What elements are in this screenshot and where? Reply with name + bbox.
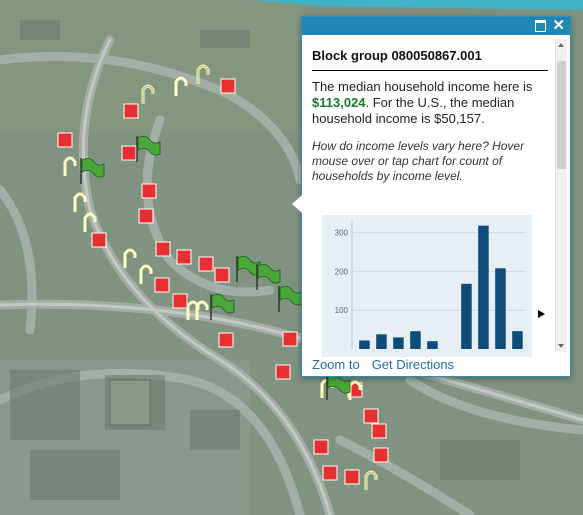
popup-titlebar: ✕: [302, 17, 570, 35]
next-chart-arrow-icon[interactable]: [538, 310, 545, 318]
chart-bar-3[interactable]: [393, 337, 404, 349]
popup-pointer: [292, 195, 302, 213]
get-directions-link[interactable]: Get Directions: [371, 357, 455, 372]
chart-bar-2[interactable]: [376, 334, 387, 349]
chart-bar-10[interactable]: [512, 331, 523, 349]
chart-y-tick-label: 100: [335, 306, 349, 315]
scroll-up-icon[interactable]: [558, 43, 564, 47]
info-popup: ✕ Block group 080050867.001 The median h…: [292, 16, 571, 377]
chart-y-tick-label: 300: [335, 229, 349, 238]
popup-actions: Zoom to Get Directions: [312, 357, 466, 372]
chart-bar-8[interactable]: [478, 225, 489, 349]
uturn-markers-outline: [142, 65, 377, 490]
chart-hint: How do income levels vary here? Hover mo…: [312, 139, 525, 183]
chart-bar-9[interactable]: [495, 268, 506, 349]
income-prefix: The median household income here is: [312, 79, 533, 94]
chart-bar-5[interactable]: [427, 341, 438, 349]
scroll-thumb[interactable]: [557, 61, 566, 169]
scroll-down-icon[interactable]: [558, 344, 564, 348]
maximize-icon[interactable]: [535, 20, 546, 32]
popup-content: Block group 080050867.001 The median hou…: [312, 45, 548, 357]
chart-bar-1[interactable]: [359, 340, 370, 350]
chart-bar-4[interactable]: [410, 331, 421, 349]
close-icon[interactable]: ✕: [552, 17, 565, 34]
income-text: The median household income here is $113…: [312, 79, 548, 127]
income-chart[interactable]: 100 200 300: [322, 215, 532, 357]
popup-scrollbar[interactable]: [555, 39, 567, 352]
chart-y-tick-label: 200: [335, 267, 349, 276]
income-suffix: . For the U.S., the median household inc…: [312, 95, 515, 126]
chart-bar-7[interactable]: [461, 283, 472, 349]
income-chart-svg[interactable]: 100 200 300: [322, 215, 532, 357]
zoom-to-link[interactable]: Zoom to: [312, 357, 360, 372]
square-markers[interactable]: [57, 78, 389, 485]
flag-markers[interactable]: [80, 136, 351, 400]
income-value: $113,024: [312, 95, 366, 110]
popup-title: Block group 080050867.001: [312, 48, 548, 71]
